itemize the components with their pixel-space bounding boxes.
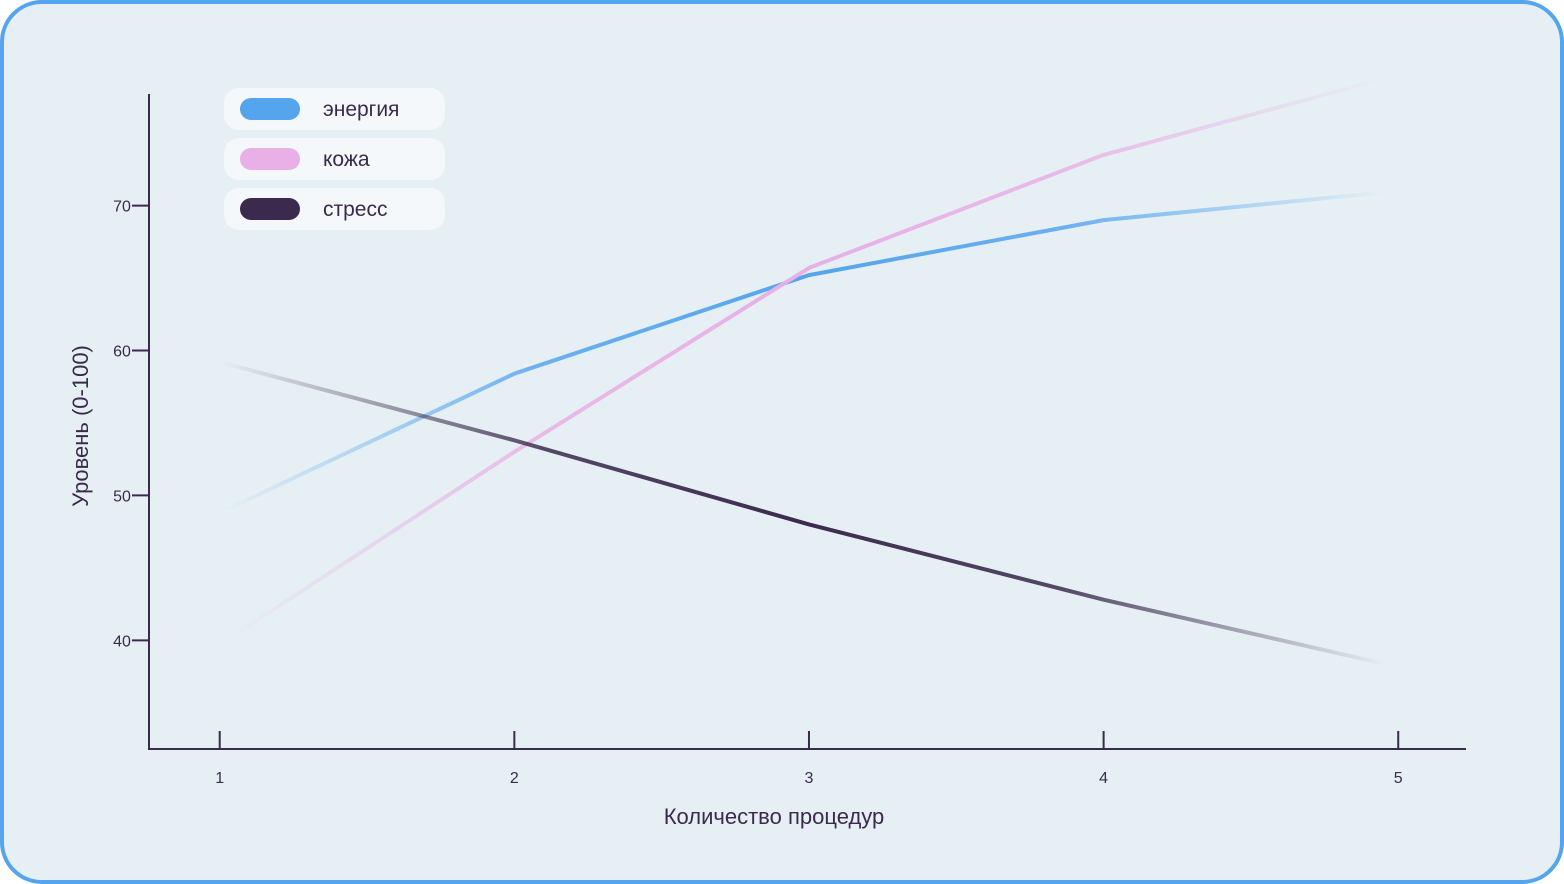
line-chart: 1 2 3 4 5 40 50 60 70 Количество процедур Уровен…	[68, 73, 1466, 829]
ticks: 1 2 3 4 5 40 50 60 70	[113, 199, 1403, 787]
x-tick-label: 1	[215, 770, 224, 787]
legend-label: стресс	[323, 198, 387, 221]
x-tick-label: 3	[805, 770, 814, 787]
legend: энергия кожа стресс	[224, 88, 445, 230]
y-tick-label: 70	[113, 199, 131, 216]
series-lines	[217, 73, 1398, 669]
legend-item-1: энергия	[224, 88, 445, 130]
legend-item-2: кожа	[224, 138, 445, 180]
x-axis-title: Количество процедур	[664, 804, 885, 829]
x-tick-label: 2	[510, 770, 519, 787]
legend-label: энергия	[323, 98, 399, 121]
y-tick-label: 60	[113, 343, 131, 360]
x-tick-label: 5	[1394, 770, 1403, 787]
series-line-2	[217, 73, 1398, 647]
y-axis-title: Уровень (0-100)	[68, 345, 93, 507]
y-tick-label: 50	[113, 488, 131, 505]
legend-item-3: стресс	[224, 188, 445, 230]
legend-swatch	[240, 198, 300, 220]
x-tick-label: 4	[1099, 770, 1108, 787]
legend-swatch	[240, 98, 300, 120]
y-tick-label: 40	[113, 633, 131, 650]
legend-swatch	[240, 148, 300, 170]
series-line-1	[217, 189, 1398, 515]
series-line-3	[217, 360, 1398, 669]
legend-label: кожа	[323, 148, 370, 171]
